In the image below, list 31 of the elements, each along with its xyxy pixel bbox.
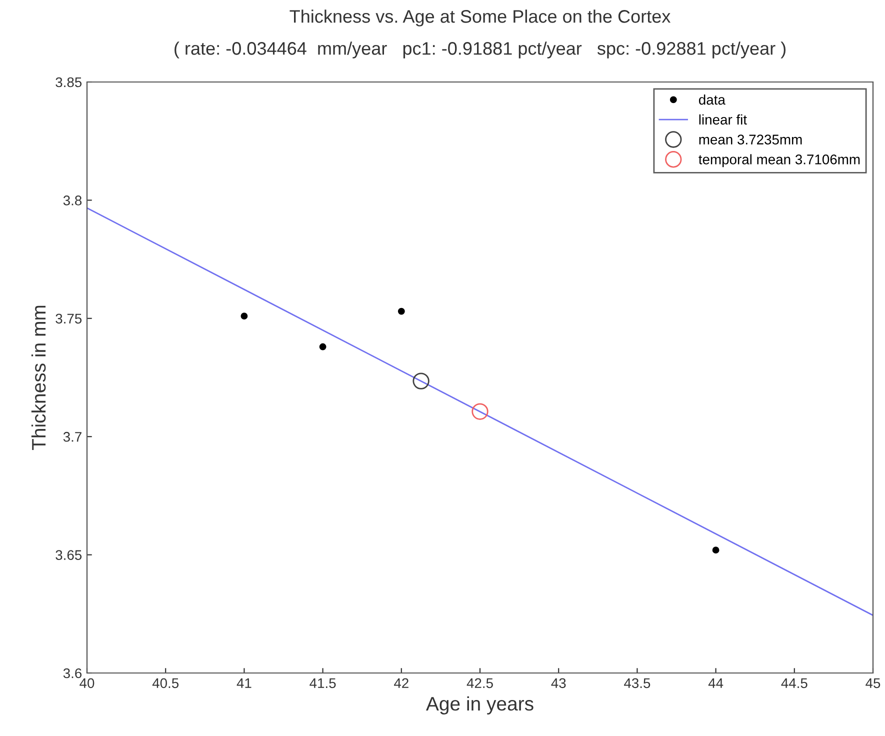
legend-label: linear fit xyxy=(699,114,747,125)
y-tick-label: 3.6 xyxy=(63,668,82,678)
y-tick-label: 3.75 xyxy=(56,314,82,324)
point xyxy=(412,372,430,390)
x-tick-label: 44 xyxy=(708,678,724,688)
point xyxy=(319,343,326,350)
x-tick-label: 42.5 xyxy=(466,678,493,688)
y-tick-label: 3.7 xyxy=(63,432,82,442)
x-tick-label: 41 xyxy=(236,678,252,688)
x-tick-label: 41.5 xyxy=(310,678,336,688)
point xyxy=(398,308,405,315)
x-tick-label: 40.5 xyxy=(152,678,179,688)
x-tick-label: 43 xyxy=(551,678,566,688)
legend-label: mean 3.7235mm xyxy=(699,134,802,144)
y-tick-label: 3.65 xyxy=(56,550,82,560)
x-axis-title: Age in years xyxy=(426,696,534,714)
chart-subtitle: ( rate: -0.034464 mm/year pc1: -0.91881 pct/year spc: -0.92881 pct/year ) xyxy=(174,42,786,58)
y-tick-label: 3.85 xyxy=(56,77,82,88)
y-tick-label: 3.8 xyxy=(63,196,82,206)
y-axis-title: Thickness in mm xyxy=(31,306,46,450)
chart-title: Thickness vs. Age at Some Place on the Cortex xyxy=(290,10,670,26)
point xyxy=(240,312,248,320)
x-tick-label: 42 xyxy=(394,678,408,688)
x-tick-label: 40 xyxy=(80,678,94,688)
legend-label: temporal mean 3.7106mm xyxy=(698,154,860,168)
x-tick-label: 45 xyxy=(866,678,880,688)
point xyxy=(472,403,488,420)
x-tick-label: 43.5 xyxy=(624,678,650,688)
legend-label: data xyxy=(698,94,726,105)
point xyxy=(712,546,720,554)
x-tick-label: 44.5 xyxy=(781,678,808,688)
